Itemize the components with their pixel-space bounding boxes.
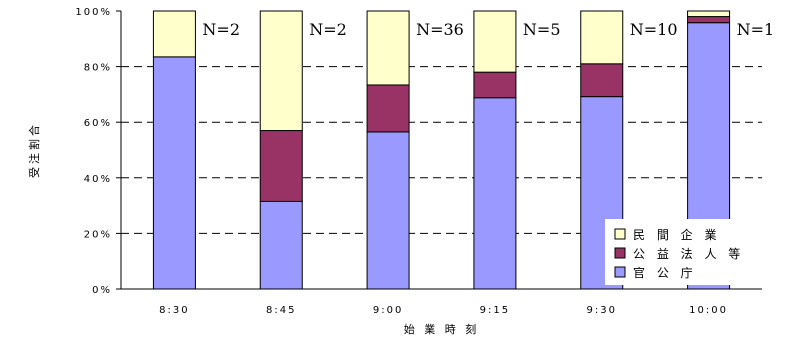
- bar-segment: [687, 10, 731, 18]
- axes-layer: [116, 10, 762, 290]
- bar-segment: [366, 131, 410, 290]
- x-axis-title: 始 業 時 刻: [404, 322, 480, 336]
- bar-segment: [687, 16, 731, 24]
- labels-layer: 0% 20% 40% 60% 80% 100% 8:30 N=2 8:45 N=2 9:00 N=36…: [27, 7, 774, 336]
- legend-swatch: [614, 266, 626, 278]
- grid-layer: [121, 66, 762, 234]
- bar-segment: [259, 130, 303, 202]
- x-tick-label: 9:00: [373, 305, 403, 316]
- bar-segment: [473, 71, 517, 99]
- legend-swatch: [614, 247, 626, 259]
- sample-size-label: N=2: [309, 20, 347, 39]
- bar-segment: [152, 10, 196, 58]
- sample-size-label: N=1: [737, 20, 775, 39]
- sample-size-label: N=36: [416, 20, 464, 39]
- y-tick-label: 0%: [92, 285, 112, 296]
- sample-size-label: N=5: [523, 20, 561, 39]
- x-tick-label: 8:45: [266, 305, 296, 316]
- x-tick-label: 8:30: [159, 305, 189, 316]
- y-tick-label: 100%: [75, 7, 112, 18]
- bar-segment: [152, 56, 196, 290]
- bars-layer: [152, 10, 731, 290]
- sample-size-label: N=2: [202, 20, 240, 39]
- x-tick-label: 9:15: [480, 305, 510, 316]
- bar-segment: [580, 10, 624, 65]
- y-tick-label: 20%: [84, 229, 112, 240]
- x-tick-label: 10:00: [689, 305, 728, 316]
- bar-segment: [259, 200, 303, 290]
- legend-box: [605, 219, 765, 285]
- y-tick-label: 40%: [84, 174, 112, 185]
- bar-segment: [366, 84, 410, 133]
- y-tick-label: 60%: [84, 118, 112, 129]
- y-tick-label: 80%: [84, 63, 112, 74]
- y-axis-title: 受注割合: [27, 122, 41, 178]
- x-tick-label: 9:30: [587, 305, 617, 316]
- legend: 民 間 企 業公 益 法 人 等官 公 庁: [605, 219, 765, 285]
- bar-segment: [473, 10, 517, 73]
- bar-segment: [259, 10, 303, 132]
- legend-label: 官 公 庁: [633, 265, 697, 280]
- bar-segment: [473, 97, 517, 290]
- bar-segment: [366, 10, 410, 86]
- sample-size-label: N=10: [630, 20, 678, 39]
- bar-segment: [580, 63, 624, 98]
- legend-label: 公 益 法 人 等: [633, 247, 744, 261]
- legend-label: 民 間 企 業: [633, 227, 720, 242]
- legend-swatch: [614, 228, 626, 240]
